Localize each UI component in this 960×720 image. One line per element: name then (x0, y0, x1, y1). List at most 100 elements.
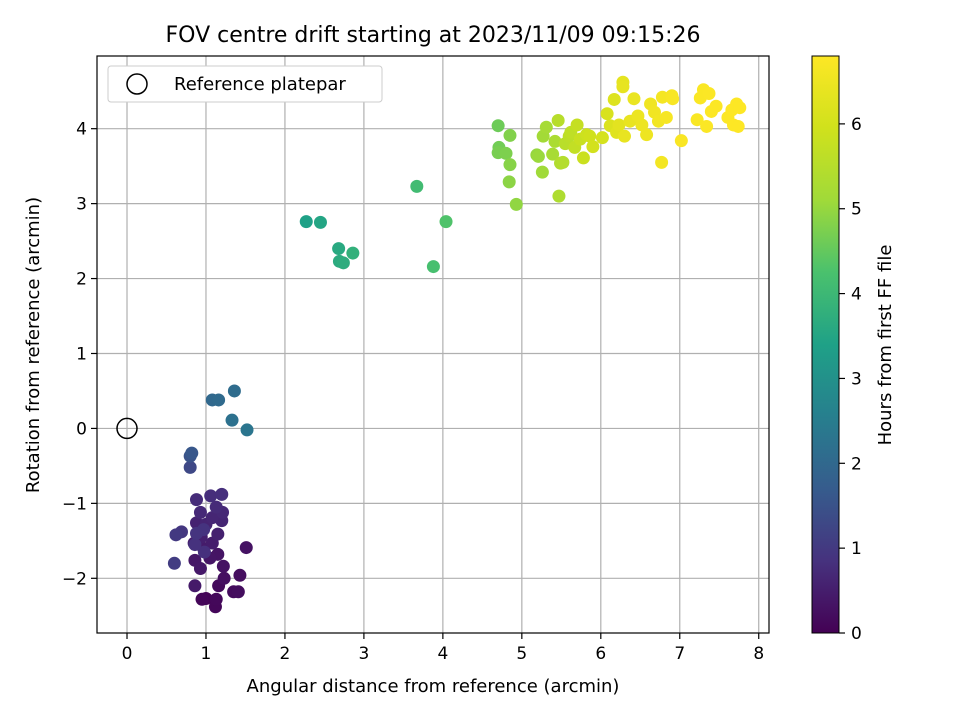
colorbar-gradient (811, 55, 840, 634)
data-point (188, 538, 202, 552)
x-tick-label: 3 (358, 644, 369, 664)
data-point (299, 215, 313, 229)
data-point (556, 155, 570, 169)
x-tick-label: 5 (516, 644, 527, 664)
colorbar-label: Hours from first FF file (875, 245, 896, 446)
x-axis-label: Angular distance from reference (arcmin) (247, 676, 620, 697)
data-point (189, 493, 203, 507)
colorbar-tick-label: 3 (851, 369, 862, 389)
data-point (616, 80, 630, 94)
data-point (666, 92, 680, 106)
data-point (640, 128, 654, 142)
data-point (570, 118, 584, 132)
data-point (197, 545, 211, 559)
data-point (225, 413, 239, 427)
colorbar-tick-label: 1 (851, 539, 862, 559)
data-point (586, 140, 600, 154)
data-point (233, 568, 247, 582)
x-tick-label: 7 (674, 644, 685, 664)
y-axis-ticks: −2 −1 0 1 2 3 4 (62, 120, 97, 589)
data-point (509, 197, 523, 211)
y-tick-label: 1 (76, 344, 87, 364)
data-point (551, 113, 565, 127)
data-point (209, 592, 223, 606)
legend: Reference platepar (107, 65, 383, 103)
colorbar-tick-label: 4 (851, 285, 862, 305)
data-point (240, 423, 254, 437)
y-tick-label: 4 (76, 120, 87, 140)
data-point (204, 489, 218, 503)
x-tick-label: 4 (437, 644, 448, 664)
data-point (659, 110, 673, 124)
data-point (188, 579, 202, 593)
plot-frame (96, 55, 770, 634)
data-point (733, 101, 747, 115)
data-point (607, 92, 621, 106)
legend-label: Reference platepar (174, 74, 346, 95)
legend-marker (126, 73, 148, 95)
data-point (709, 99, 723, 113)
data-point (731, 119, 745, 133)
data-point (600, 107, 614, 121)
data-point (231, 585, 245, 599)
data-point (215, 487, 229, 501)
x-axis-ticks: 0 1 2 3 4 5 6 7 8 (122, 633, 764, 664)
data-points (167, 75, 747, 614)
chart-title: FOV centre drift starting at 2023/11/09 … (166, 23, 701, 48)
data-point (216, 559, 230, 573)
y-axis-label: Rotation from reference (arcmin) (23, 197, 44, 493)
data-point (627, 92, 641, 106)
colorbar-ticks: 0 1 2 3 4 5 6 (839, 115, 862, 644)
y-tick-label: 3 (76, 195, 87, 215)
data-point (193, 562, 207, 576)
data-point (185, 446, 199, 460)
colorbar-tick-label: 5 (851, 200, 862, 220)
y-tick-label: −2 (62, 569, 87, 589)
data-point (690, 113, 704, 127)
reference-platepar-marker (116, 417, 138, 440)
data-point (205, 511, 219, 525)
data-point (227, 384, 241, 398)
grid-lines (97, 56, 769, 633)
data-point (503, 128, 517, 142)
data-point (552, 189, 566, 203)
data-point (239, 541, 253, 555)
colorbar-tick-label: 0 (851, 624, 862, 644)
reference-marker-layer (116, 417, 138, 440)
data-point (410, 179, 424, 193)
data-point (535, 165, 549, 179)
data-point (700, 119, 714, 133)
data-point (183, 460, 197, 474)
data-point (217, 571, 231, 585)
data-point (548, 134, 562, 148)
x-tick-label: 6 (595, 644, 606, 664)
data-point (499, 146, 513, 160)
data-point (193, 505, 207, 519)
data-point (169, 528, 183, 542)
data-point (576, 151, 590, 165)
data-point (346, 246, 360, 260)
data-point (212, 393, 226, 407)
x-tick-label: 8 (753, 644, 764, 664)
data-point (539, 120, 553, 134)
data-point (336, 256, 350, 270)
y-tick-label: 2 (76, 270, 87, 290)
data-point (617, 129, 631, 143)
x-tick-label: 0 (122, 644, 133, 664)
data-point (595, 131, 609, 145)
data-point (503, 158, 517, 172)
data-point (635, 118, 649, 132)
colorbar-tick-label: 2 (851, 454, 862, 474)
data-point (655, 155, 669, 169)
data-point (211, 527, 225, 541)
x-tick-label: 1 (201, 644, 212, 664)
data-point (583, 129, 597, 143)
data-point (612, 118, 626, 132)
data-point (209, 500, 223, 514)
colorbar-tick-label: 6 (851, 115, 862, 135)
data-point (189, 526, 203, 540)
y-tick-label: −1 (62, 494, 87, 514)
data-point (332, 242, 346, 256)
data-point (426, 260, 440, 274)
